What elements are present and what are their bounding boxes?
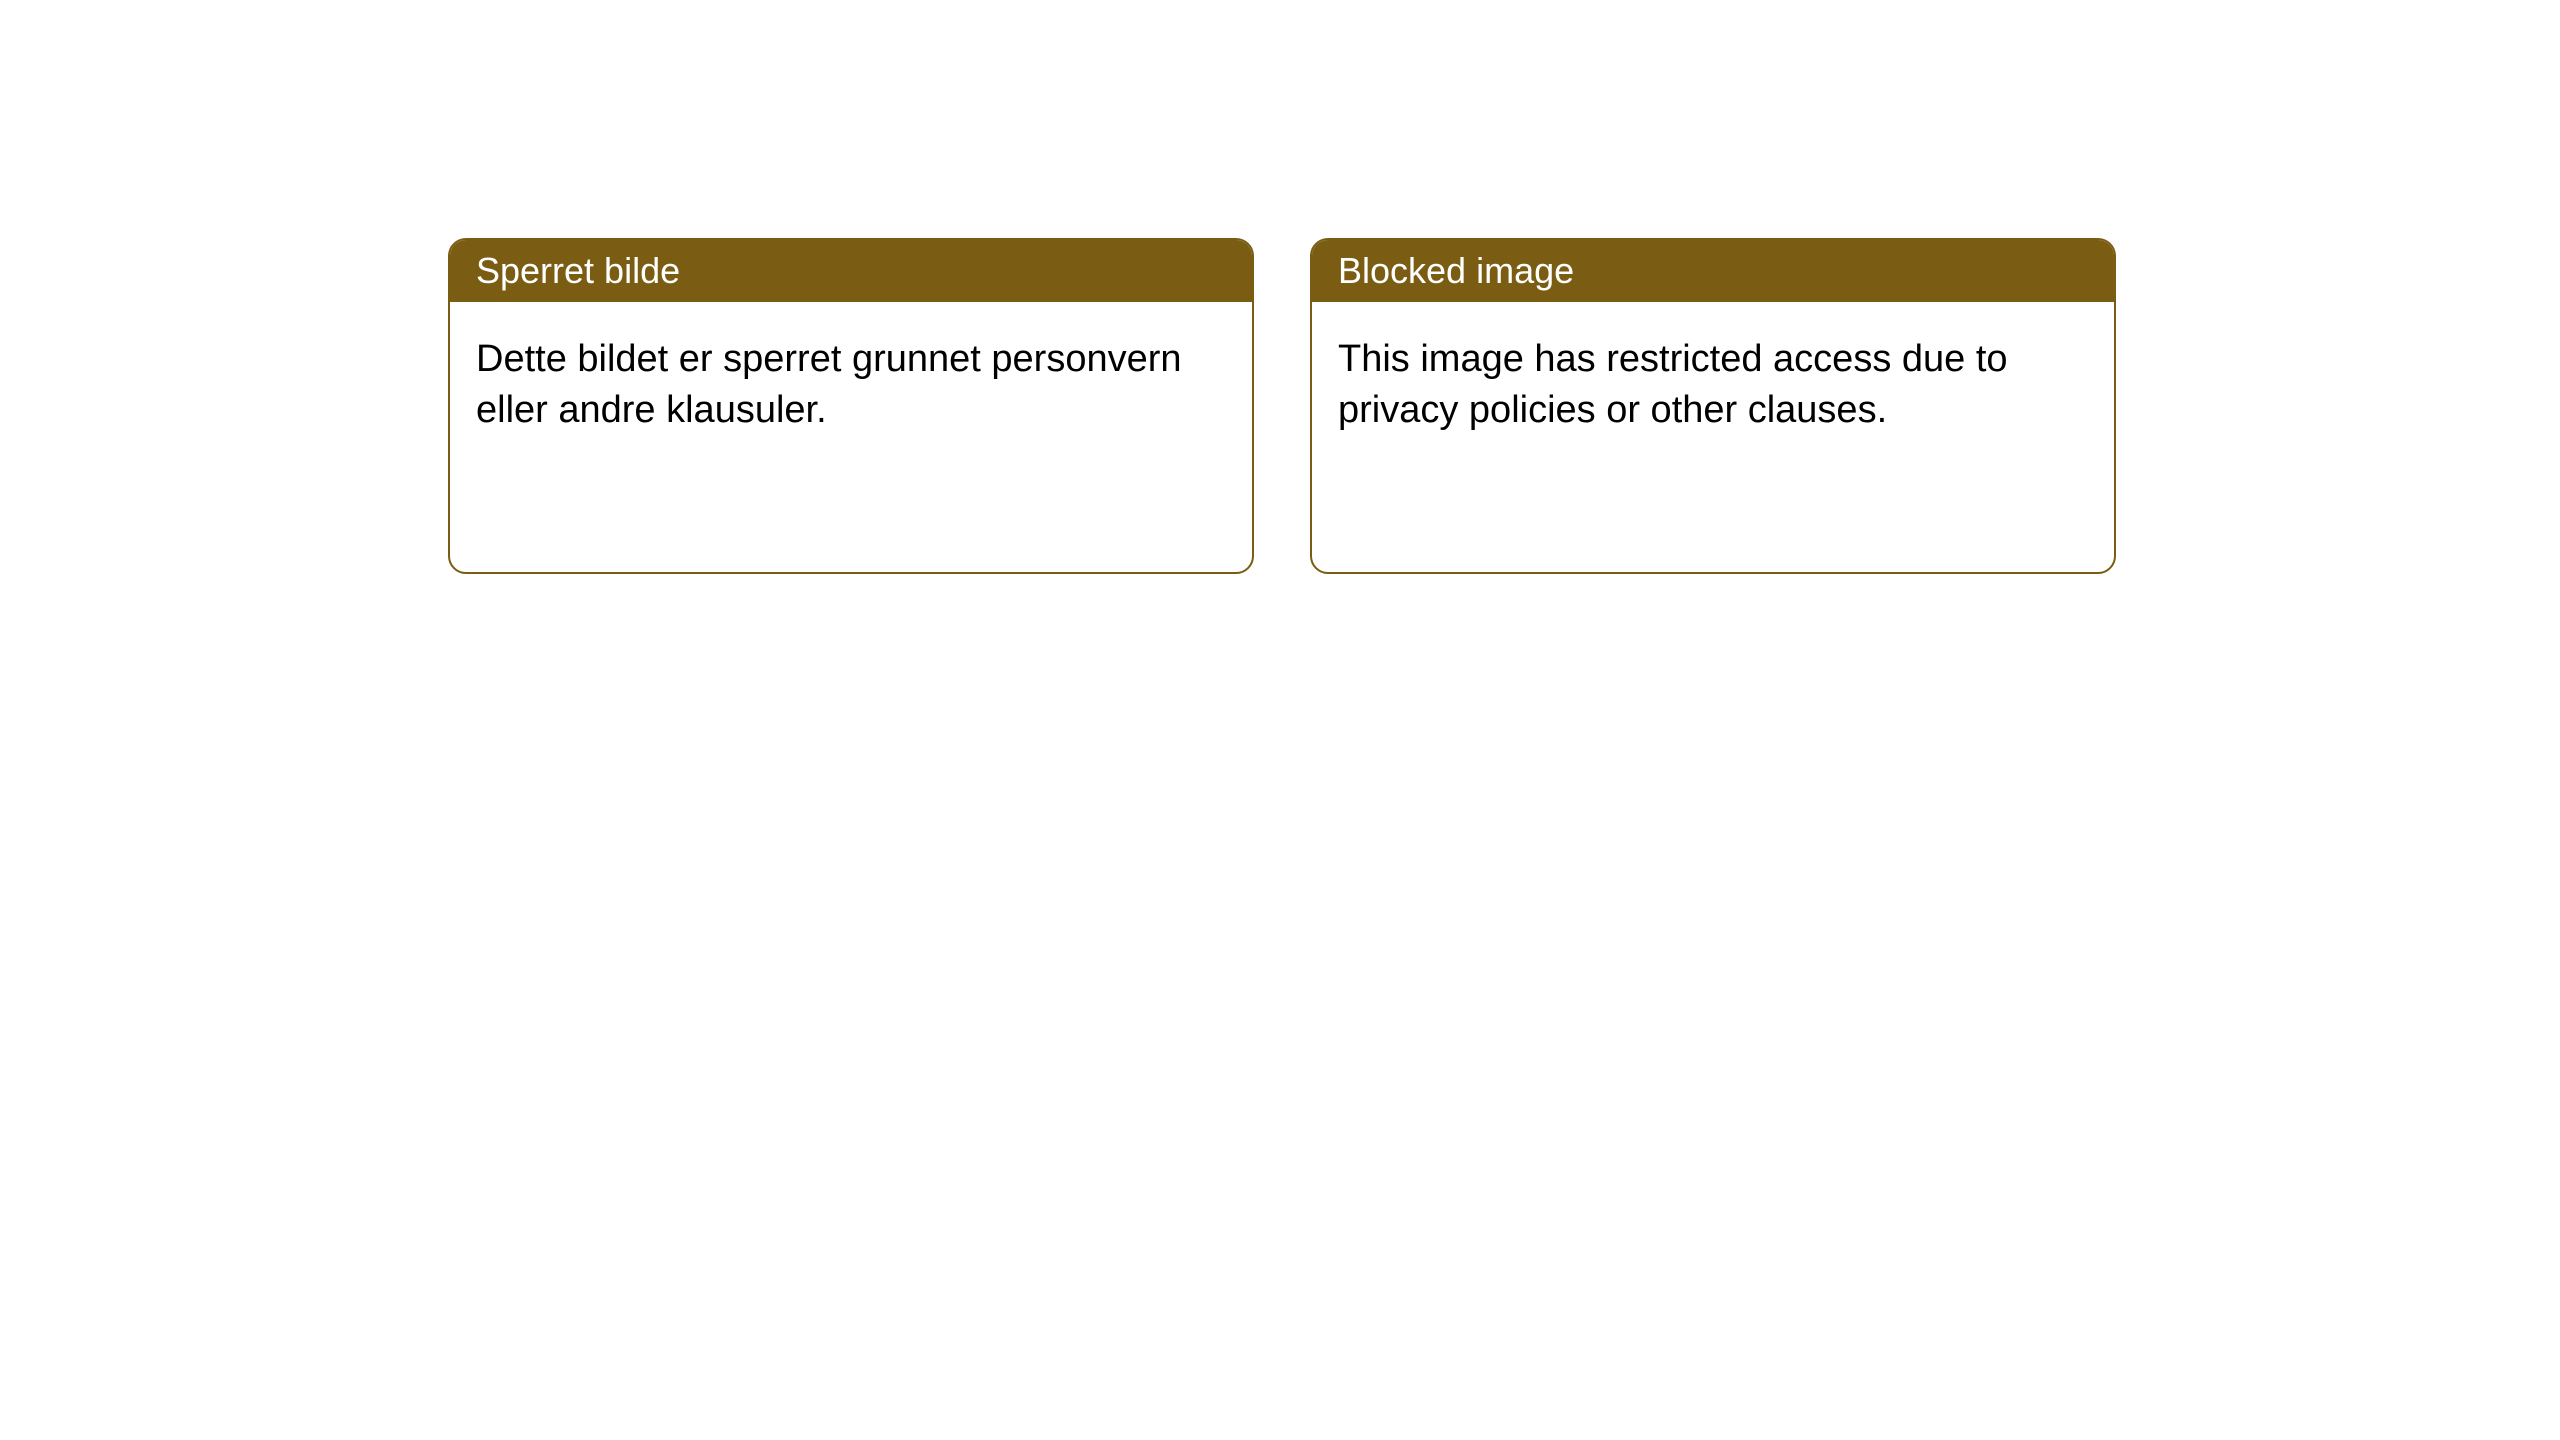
notice-body-english: This image has restricted access due to … <box>1312 302 2114 469</box>
notice-header-english: Blocked image <box>1312 240 2114 302</box>
notice-header-norwegian: Sperret bilde <box>450 240 1252 302</box>
notice-card-english: Blocked image This image has restricted … <box>1310 238 2116 574</box>
notice-card-norwegian: Sperret bilde Dette bildet er sperret gr… <box>448 238 1254 574</box>
notice-body-norwegian: Dette bildet er sperret grunnet personve… <box>450 302 1252 469</box>
notice-container: Sperret bilde Dette bildet er sperret gr… <box>0 0 2560 574</box>
